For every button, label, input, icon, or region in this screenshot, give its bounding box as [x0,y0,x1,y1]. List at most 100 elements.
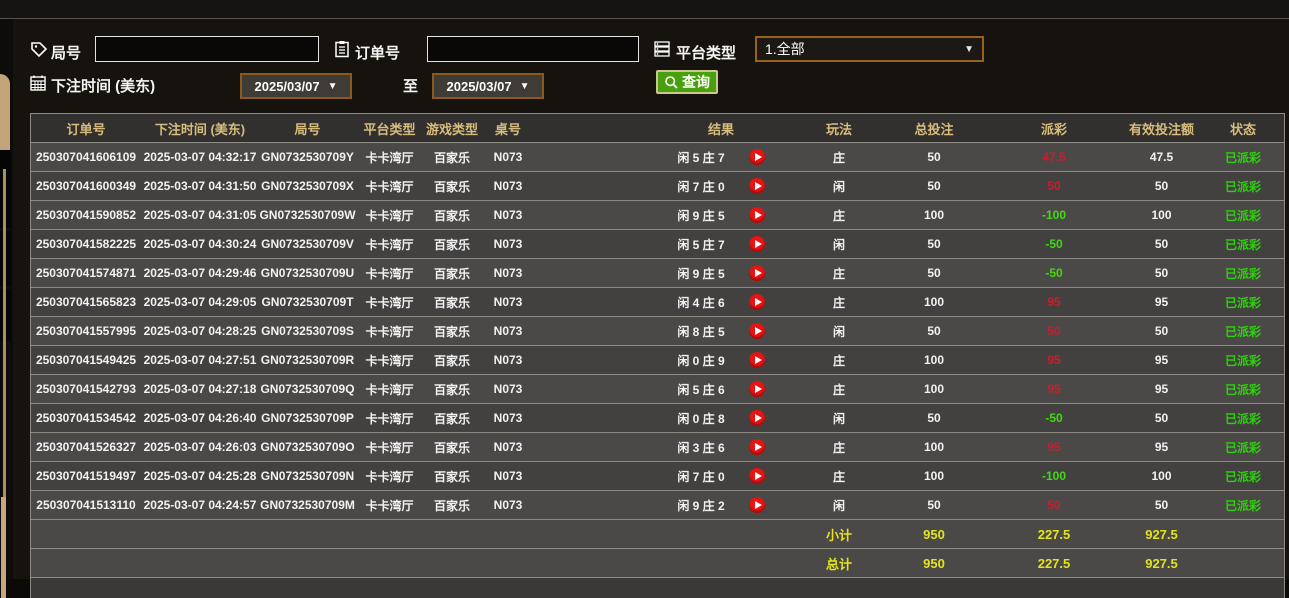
game-no-label: 局号 [51,45,82,62]
cell-play_type: 闲 [832,324,845,339]
cell-payout: 50 [1047,179,1061,193]
cell-platform: 卡卡湾厅 [365,237,414,252]
cell-game_no: GN0732530709V [261,237,354,251]
platform-type-value: 1.全部 [765,41,805,57]
cell-game_no: GN0732530709P [261,411,354,425]
total-row-bet_time [141,549,259,577]
cell-valid_bet: 100 [1151,469,1172,483]
cell-result: 闲 0 庄 9 [535,346,799,374]
play-icon[interactable] [748,178,765,194]
date-to-select[interactable]: 2025/03/07 ▼ [432,73,544,99]
cell-payout: 50 [1047,498,1061,512]
platform-type-select[interactable]: 1.全部 ▼ [755,36,984,62]
subtotal-row-result [535,520,799,548]
cell-result: 闲 7 庄 0 [535,462,799,490]
cell-play_type: 闲 [832,237,845,252]
cell-table_no: N073 [493,266,523,280]
cell-bet_time: 2025-03-07 04:30:24 [143,237,257,251]
cell-game_no: GN0732530709W [259,208,356,222]
col-header-table_no: 桌号 [494,121,521,137]
table-header-row: 订单号 下注时间 (美东) 局号 平台类型 游戏类型 桌号 结果 玩法 总投注 派彩 有效投注额 状态 [31,114,1284,143]
play-icon[interactable] [748,352,765,368]
cell-play_type: 闲 [832,411,845,426]
cell-total_bet: 50 [927,150,941,164]
col-header-status: 状态 [1229,121,1256,137]
play-icon[interactable] [748,381,765,397]
total-row-total_bet: 950 [923,555,945,571]
subtotal-row-bet_time [141,520,259,548]
cell-play_type: 庄 [832,266,845,281]
cell-game_no: GN0732530709M [260,498,355,512]
cell-payout: -100 [1041,208,1067,222]
cell-table_no: N073 [493,150,523,164]
total-row-valid_bet: 927.5 [1145,555,1178,571]
cell-order_no: 250307041557995 [35,324,137,338]
play-icon[interactable] [748,439,765,455]
play-icon[interactable] [748,410,765,426]
cell-bet_time: 2025-03-07 04:31:05 [143,208,257,222]
cell-payout: -50 [1045,237,1063,251]
search-button[interactable]: 查询 [656,70,718,94]
cell-total_bet: 50 [927,179,941,193]
cell-bet_time: 2025-03-07 04:27:18 [143,382,257,396]
cell-game_type: 百家乐 [433,266,470,281]
date-from-value: 2025/03/07 [254,78,320,94]
result-text: 闲 9 庄 2 [677,498,725,513]
background-divider [3,169,6,499]
total-row-play_type: 总计 [825,556,852,572]
order-no-input[interactable] [427,36,639,62]
play-icon[interactable] [748,265,765,281]
cell-bet_time: 2025-03-07 04:29:46 [143,266,257,280]
col-header-game_no: 局号 [294,121,321,137]
game-no-input[interactable] [95,36,319,62]
cell-status: 已派彩 [1224,440,1261,455]
search-icon [664,75,679,90]
cell-payout: 95 [1047,295,1061,309]
table-row: 250307041600349 2025-03-07 04:31:50 GN0732… [31,172,1284,201]
cell-platform: 卡卡湾厅 [365,498,414,513]
date-to-value: 2025/03/07 [446,78,512,94]
total-row-platform [356,549,423,577]
table-row: 250307041557995 2025-03-07 04:28:25 GN0732… [31,317,1284,346]
play-icon[interactable] [748,236,765,252]
background-ribbon [0,74,10,169]
cell-order_no: 250307041600349 [35,179,137,193]
col-header-game_type: 游戏类型 [425,121,478,137]
cell-bet_time: 2025-03-07 04:27:51 [143,353,257,367]
table-row: 250307041519497 2025-03-07 04:25:28 GN0732… [31,462,1284,491]
play-icon[interactable] [748,497,765,513]
subtotal-row-game_type [423,520,481,548]
result-text: 闲 5 庄 6 [677,382,725,397]
cell-status: 已派彩 [1224,237,1261,252]
cell-table_no: N073 [493,208,523,222]
play-icon[interactable] [748,323,765,339]
table-row: 250307041549425 2025-03-07 04:27:51 GN0732… [31,346,1284,375]
date-from-select[interactable]: 2025/03/07 ▼ [240,73,352,99]
cell-bet_time: 2025-03-07 04:31:50 [143,179,257,193]
cell-status: 已派彩 [1224,179,1261,194]
play-icon[interactable] [748,149,765,165]
play-icon[interactable] [748,468,765,484]
cell-total_bet: 50 [927,411,941,425]
cell-result: 闲 7 庄 0 [535,172,799,200]
cell-table_no: N073 [493,382,523,396]
cell-table_no: N073 [493,179,523,193]
cell-payout: -50 [1045,266,1063,280]
result-text: 闲 8 庄 5 [677,324,725,339]
play-icon[interactable] [748,294,765,310]
cell-bet_time: 2025-03-07 04:32:17 [143,150,257,164]
play-icon[interactable] [748,207,765,223]
cell-play_type: 闲 [832,179,845,194]
cell-game_type: 百家乐 [433,440,470,455]
cell-result: 闲 5 庄 7 [535,230,799,258]
cell-game_type: 百家乐 [433,150,470,165]
cell-bet_time: 2025-03-07 04:28:25 [143,324,257,338]
total-row-table_no [481,549,535,577]
cell-result: 闲 5 庄 7 [535,143,799,171]
cell-play_type: 庄 [832,353,845,368]
cell-game_type: 百家乐 [433,498,470,513]
total-row-result [535,549,799,577]
col-header-order_no: 订单号 [66,121,106,137]
cell-game_no: GN0732530709X [261,179,354,193]
cell-platform: 卡卡湾厅 [365,324,414,339]
